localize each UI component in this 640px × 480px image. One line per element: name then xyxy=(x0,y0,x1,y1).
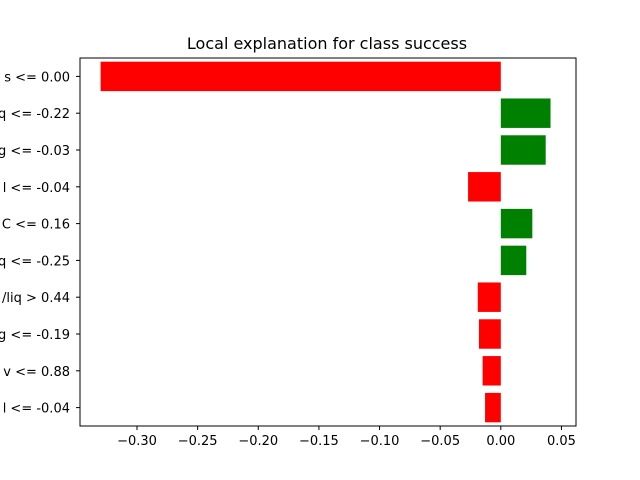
y-tick-label-4: C <= 0.16 xyxy=(2,218,70,233)
chart-title: Local explanation for class success xyxy=(187,34,467,53)
y-axis-ticks: s <= 0.00 q <= -0.22 g <= -0.03 l <= -0.04 C… xyxy=(0,70,80,417)
x-tick-label-1: −0.25 xyxy=(178,434,218,449)
x-tick-label-7: 0.05 xyxy=(547,434,576,449)
bar-5 xyxy=(500,245,527,276)
y-tick-label-2: g <= -0.03 xyxy=(0,144,70,159)
x-tick-label-3: −0.15 xyxy=(299,434,339,449)
x-tick-label-0: −0.30 xyxy=(117,434,157,449)
plot-frame xyxy=(79,57,577,427)
bar-8 xyxy=(482,356,501,386)
y-tick-label-0: s <= 0.00 xyxy=(4,70,70,85)
bar-1 xyxy=(500,98,551,128)
bar-9 xyxy=(485,392,501,423)
bar-4 xyxy=(500,208,533,239)
bar-2 xyxy=(500,135,546,165)
y-tick-label-1: q <= -0.22 xyxy=(0,107,70,122)
y-tick-label-8: v <= 0.88 xyxy=(3,365,70,380)
y-tick-label-7: g <= -0.19 xyxy=(0,328,70,343)
bar-6 xyxy=(477,282,501,312)
bars-group xyxy=(100,61,551,423)
x-tick-label-4: −0.10 xyxy=(360,434,400,449)
y-tick-label-5: q <= -0.25 xyxy=(0,254,70,269)
x-tick-label-2: −0.20 xyxy=(238,434,278,449)
y-tick-label-6: /liq > 0.44 xyxy=(2,291,70,306)
y-tick-label-9: l <= -0.04 xyxy=(3,402,70,417)
x-tick-label-5: −0.05 xyxy=(420,434,460,449)
bar-3 xyxy=(468,172,501,202)
x-axis-ticks: −0.30 −0.25 −0.20 −0.15 −0.10 −0.05 0.00 0.05 xyxy=(117,426,576,449)
bar-7 xyxy=(478,319,501,349)
x-tick-label-6: 0.00 xyxy=(486,434,515,449)
y-tick-label-3: l <= -0.04 xyxy=(3,181,70,196)
bar-0 xyxy=(100,61,501,92)
